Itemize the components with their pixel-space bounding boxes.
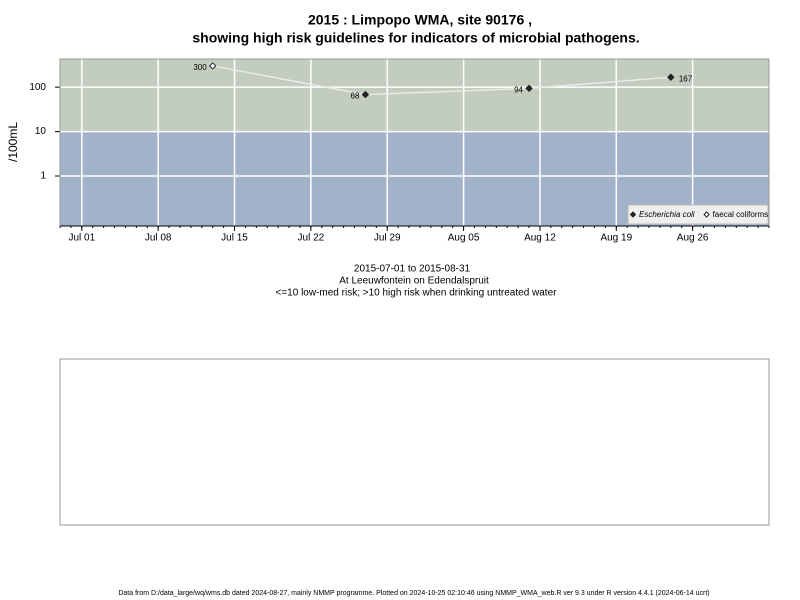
legend-marker xyxy=(629,211,637,218)
x-tick-label: Aug 05 xyxy=(448,233,480,244)
data-label: 167 xyxy=(679,74,693,83)
data-point xyxy=(209,62,217,70)
footer: Data from D:/data_large/wq/wms.db dated … xyxy=(118,590,709,597)
data-label: 68 xyxy=(351,92,360,101)
subtitle: At Leeuwfontein on Edendalspruit xyxy=(339,276,489,287)
y-tick-label: 100 xyxy=(29,82,46,93)
data-label: 94 xyxy=(514,85,523,94)
x-tick-label: Jul 15 xyxy=(221,233,248,244)
trend-line xyxy=(212,65,671,96)
x-tick-label: Aug 26 xyxy=(677,233,709,244)
x-tick-label: Jul 08 xyxy=(145,233,172,244)
legend-label: Escherichia coli xyxy=(639,210,695,219)
chart-title: showing high risk guidelines for indicat… xyxy=(192,30,639,46)
x-tick-label: Aug 19 xyxy=(600,233,632,244)
subtitle: <=10 low-med risk; >10 high risk when dr… xyxy=(276,288,558,299)
data-point xyxy=(361,90,370,99)
subtitle: 2015-07-01 to 2015-08-31 xyxy=(354,264,471,275)
legend-box xyxy=(627,204,769,225)
x-tick-label: Jul 29 xyxy=(374,233,401,244)
data-point xyxy=(525,84,533,93)
empty-panel xyxy=(59,358,770,526)
data-point xyxy=(667,73,675,81)
data-label: 300 xyxy=(193,63,207,72)
y-tick-label: 1 xyxy=(40,171,46,182)
x-tick-label: Aug 12 xyxy=(524,233,556,244)
y-axis-label: /100mL xyxy=(6,122,20,162)
chart-title: 2015 : Limpopo WMA, site 90176 , xyxy=(308,12,532,28)
legend-label: faecal coliforms xyxy=(713,210,769,219)
high-risk-band xyxy=(60,59,769,132)
y-tick-label: 10 xyxy=(35,126,47,137)
x-tick-label: Jul 01 xyxy=(68,233,95,244)
x-tick-label: Jul 22 xyxy=(298,233,325,244)
legend-marker xyxy=(703,211,710,218)
